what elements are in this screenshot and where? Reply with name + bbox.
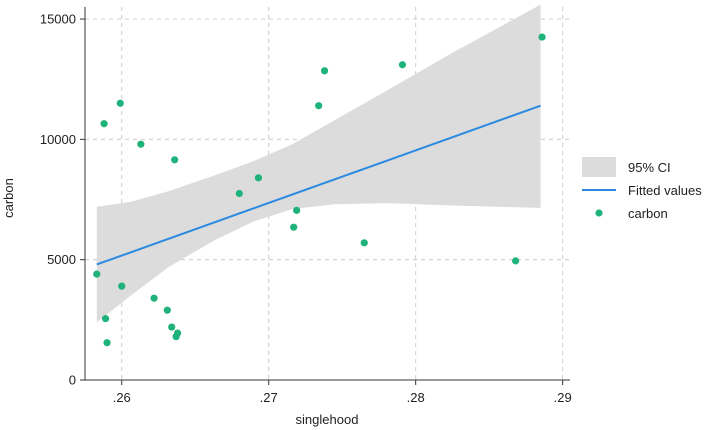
data-point bbox=[101, 315, 110, 323]
data-point bbox=[118, 282, 126, 290]
data-point bbox=[360, 239, 368, 247]
data-point bbox=[150, 294, 158, 302]
data-point bbox=[116, 99, 124, 107]
data-point bbox=[512, 257, 520, 265]
data-point bbox=[173, 329, 182, 337]
x-axis-title: singlehood bbox=[296, 412, 359, 427]
data-point bbox=[163, 306, 171, 314]
y-axis-title: carbon bbox=[1, 178, 16, 218]
plot-area: 0 5000 10000 15000 .26 .27 .28 .29 bbox=[40, 4, 572, 405]
data-point bbox=[290, 223, 298, 231]
ci-band bbox=[96, 4, 541, 323]
data-point bbox=[235, 189, 243, 198]
data-point bbox=[168, 323, 176, 331]
data-point bbox=[315, 102, 323, 110]
data-point bbox=[171, 156, 179, 164]
data-point bbox=[100, 120, 108, 128]
legend-scatter-swatch bbox=[595, 209, 603, 217]
data-point bbox=[320, 67, 329, 75]
data-point bbox=[293, 206, 301, 214]
legend-ci-label: 95% CI bbox=[628, 160, 671, 175]
data-point bbox=[538, 33, 546, 41]
legend: 95% CI Fitted values carbon bbox=[582, 157, 702, 221]
data-point bbox=[103, 339, 111, 347]
legend-ci-swatch bbox=[582, 157, 616, 177]
x-tick-label: .28 bbox=[407, 390, 425, 405]
data-point bbox=[254, 174, 263, 182]
data-point bbox=[137, 140, 145, 148]
x-tick-label: .26 bbox=[113, 390, 131, 405]
legend-fit-label: Fitted values bbox=[628, 183, 702, 198]
x-tick-label: .29 bbox=[554, 390, 572, 405]
y-tick-label: 0 bbox=[69, 373, 76, 388]
data-point bbox=[93, 270, 101, 278]
y-tick-label: 15000 bbox=[40, 12, 76, 27]
x-tick-label: .27 bbox=[260, 390, 278, 405]
data-point bbox=[398, 61, 407, 69]
fit-line bbox=[96, 104, 541, 266]
y-tick-label: 5000 bbox=[47, 252, 76, 267]
legend-scatter-label: carbon bbox=[628, 206, 668, 221]
y-tick-label: 10000 bbox=[40, 132, 76, 147]
